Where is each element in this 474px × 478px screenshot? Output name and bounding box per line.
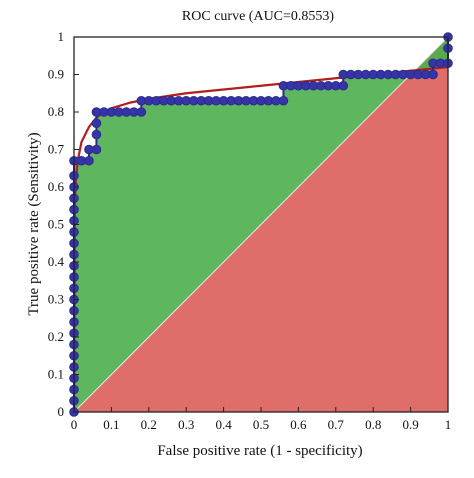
x-tick-label: 0.8 — [365, 417, 381, 432]
y-tick-label: 0.4 — [48, 254, 65, 269]
x-tick-label: 0.4 — [215, 417, 232, 432]
roc-point-marker — [338, 80, 349, 91]
x-tick-label: 0 — [71, 417, 78, 432]
roc-point-marker — [91, 129, 102, 140]
roc-point-marker — [91, 144, 102, 155]
tick-labels: 0 0.1 0.2 0.3 0.4 0.5 0.6 0.7 0.8 0.9 1 0 0.1 0.2 0.3 0… — [48, 29, 452, 432]
plot-area — [69, 32, 453, 417]
roc-point-marker — [278, 95, 289, 106]
y-tick-label: 0.5 — [48, 217, 64, 232]
x-tick-label: 0.1 — [103, 417, 119, 432]
roc-point-marker — [91, 118, 102, 129]
roc-point-marker — [136, 107, 147, 117]
y-tick-label: 0.2 — [48, 329, 64, 344]
diagonal-reference-line — [73, 36, 449, 413]
x-tick-label: 0.7 — [328, 417, 345, 432]
y-tick-label: 1 — [58, 29, 65, 44]
y-axis-label: True positive rate (Sensitivity) — [26, 132, 42, 315]
x-tick-label: 0.3 — [178, 417, 194, 432]
x-tick-label: 1 — [445, 417, 452, 432]
y-tick-label: 0.8 — [48, 104, 64, 119]
x-tick-label: 0.5 — [253, 417, 269, 432]
roc-point-marker — [84, 155, 94, 166]
y-tick-label: 0.1 — [48, 367, 64, 382]
y-tick-label: 0.3 — [48, 292, 64, 307]
roc-point-marker — [428, 69, 438, 80]
y-tick-label: 0.9 — [48, 67, 64, 82]
y-tick-label: 0.6 — [48, 179, 65, 194]
x-axis-label: False positive rate (1 - specificity) — [157, 443, 362, 459]
y-tick-label: 0.7 — [48, 142, 65, 157]
x-tick-label: 0.6 — [290, 417, 307, 432]
y-tick-label: 0 — [58, 404, 65, 419]
x-tick-label: 0.2 — [141, 417, 157, 432]
x-tick-label: 0.9 — [402, 417, 418, 432]
chart-title: ROC curve (AUC=0.8553) — [182, 9, 334, 24]
